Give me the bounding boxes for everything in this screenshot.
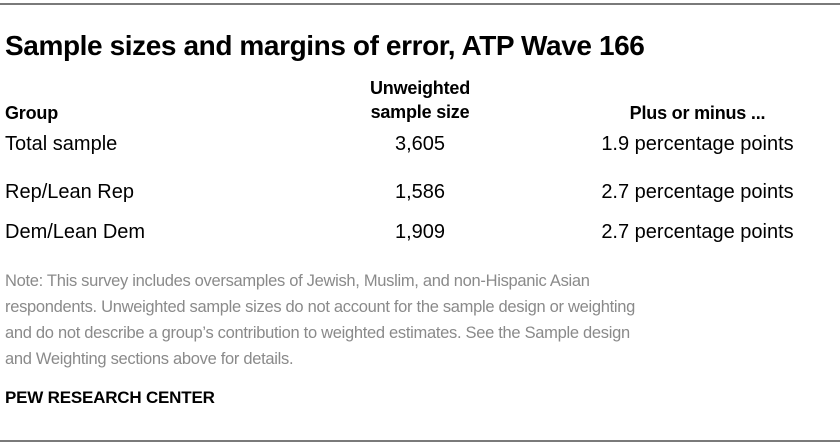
row-group: Total sample [5, 133, 118, 155]
row-group: Dem/Lean Dem [5, 221, 146, 243]
source-label: PEW RESEARCH CENTER [5, 388, 215, 407]
bottom-rule [0, 440, 840, 442]
note-line: and do not describe a group’s contributi… [5, 324, 630, 342]
header-margin: Plus or minus ... [629, 103, 766, 123]
row-sample-size: 1,586 [394, 181, 446, 203]
row-sample-size: 1,909 [394, 221, 446, 243]
note-line: and Weighting sections above for details… [5, 350, 294, 368]
top-rule [0, 3, 840, 5]
header-sample-size-line1: Unweighted [370, 78, 470, 98]
note: Note: This survey includes oversamples o… [5, 268, 635, 372]
row-margin: 1.9 percentage points [601, 133, 794, 155]
note-line: respondents. Unweighted sample sizes do … [5, 298, 636, 316]
row-margin: 2.7 percentage points [601, 221, 794, 243]
row-margin: 2.7 percentage points [601, 181, 794, 203]
row-sample-size: 3,605 [394, 133, 446, 155]
header-group: Group [5, 103, 58, 123]
row-group: Rep/Lean Rep [5, 181, 134, 203]
header-sample-size-line2: sample size [370, 102, 470, 122]
page-title: Sample sizes and margins of error, ATP W… [5, 30, 645, 61]
note-line: Note: This survey includes oversamples o… [5, 272, 590, 290]
